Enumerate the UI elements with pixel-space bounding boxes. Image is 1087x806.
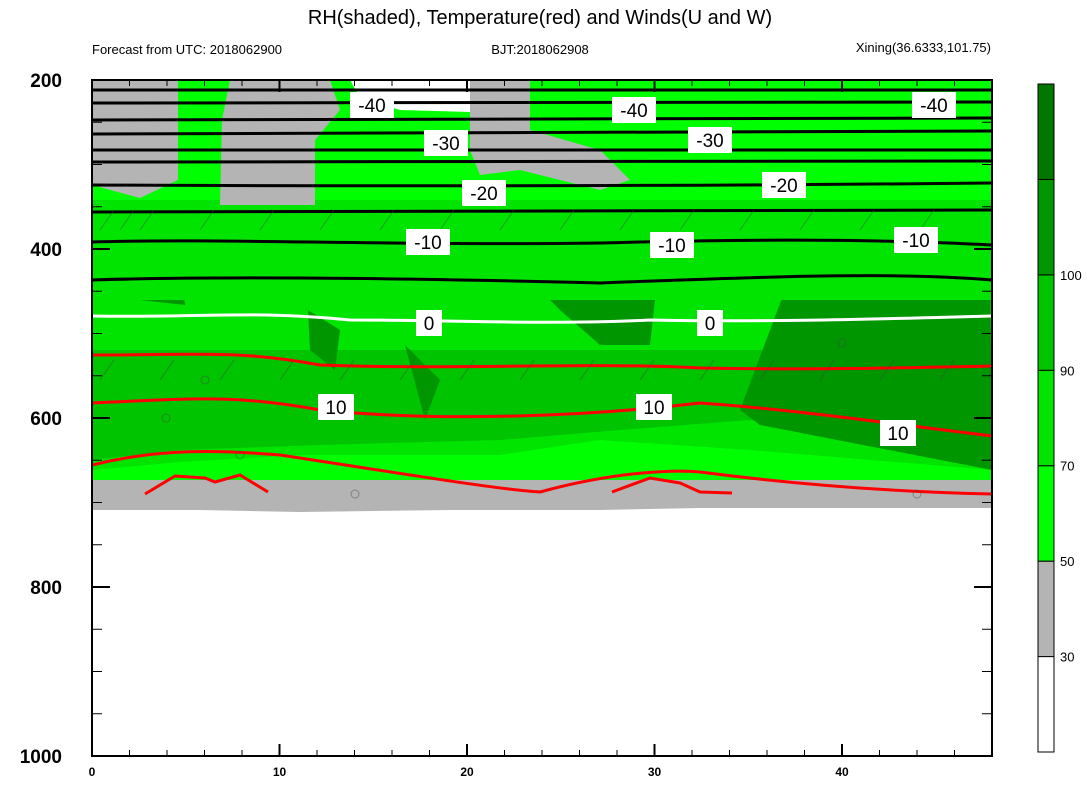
contour-label-minus30-2: -30 xyxy=(688,127,732,153)
svg-text:-10: -10 xyxy=(658,236,685,257)
colorbar-tick-label: 30 xyxy=(1060,650,1074,665)
svg-text:-20: -20 xyxy=(470,184,497,205)
y-tick-label: 400 xyxy=(30,240,62,261)
chart-title: RH(shaded), Temperature(red) and Winds(U… xyxy=(308,7,772,29)
x-tick-label: 0 xyxy=(89,765,96,779)
contour-minus40-d xyxy=(92,129,992,136)
contour-label-minus10-3: -10 xyxy=(894,227,938,253)
rh-patch-gray-left xyxy=(92,80,178,198)
contour-label-plus10-3: 10 xyxy=(880,420,916,446)
y-tick-label: 800 xyxy=(30,578,62,599)
subtitle-center: BJT:2018062908 xyxy=(491,42,589,57)
colorbar-swatch xyxy=(1037,560,1055,658)
contour-minus40-b xyxy=(92,100,992,105)
plot-area: -40 -40 -40 -30 -30 -20 xyxy=(92,80,992,756)
contour-labels: -40 -40 -40 -30 -30 -20 xyxy=(318,92,956,446)
contour-zero xyxy=(92,313,992,324)
colorbar-swatch xyxy=(1037,656,1055,753)
x-tick-label: 30 xyxy=(648,765,662,779)
rh-patch-gray-centerleft xyxy=(220,80,340,205)
contour-label-minus10-2: -10 xyxy=(650,232,694,258)
colorbar: 30 50 70 90 100 xyxy=(1037,83,1082,753)
contour-label-minus40-2: -40 xyxy=(612,97,656,123)
colorbar-swatch xyxy=(1037,369,1055,467)
svg-text:-40: -40 xyxy=(920,96,947,117)
svg-text:-40: -40 xyxy=(358,96,385,117)
contour-label-zero-1: 0 xyxy=(416,310,442,336)
rh-band-gray-surface xyxy=(92,480,992,512)
contour-minus30-b xyxy=(92,159,992,164)
rh-band-upper-green-mid xyxy=(92,200,992,300)
temperature-contours-black xyxy=(92,88,992,285)
svg-text:-10: -10 xyxy=(414,233,441,254)
contour-minus40-c xyxy=(92,116,992,122)
contour-label-minus40-1: -40 xyxy=(350,92,394,118)
svg-text:-20: -20 xyxy=(770,176,797,197)
contour-label-minus10-1: -10 xyxy=(406,229,450,255)
contour-label-minus30-1: -30 xyxy=(424,130,468,156)
contour-label-minus20-1: -20 xyxy=(462,180,506,206)
svg-text:-30: -30 xyxy=(432,134,459,155)
svg-text:-10: -10 xyxy=(902,231,929,252)
contour-label-zero-2: 0 xyxy=(697,310,723,336)
x-tick-label: 40 xyxy=(835,765,849,779)
colorbar-swatch xyxy=(1037,83,1055,180)
colorbar-tick-label: 90 xyxy=(1060,363,1074,378)
svg-text:0: 0 xyxy=(705,314,716,335)
colorbar-tick-label: 70 xyxy=(1060,459,1074,474)
x-tick-label: 10 xyxy=(273,765,287,779)
colorbar-tick-label: 100 xyxy=(1060,268,1082,283)
colorbar-swatch xyxy=(1037,274,1055,371)
y-tick-label: 200 xyxy=(30,71,62,92)
colorbar-swatch xyxy=(1037,465,1055,562)
contour-minus10-b xyxy=(92,274,992,285)
svg-text:0: 0 xyxy=(424,314,435,335)
svg-text:10: 10 xyxy=(887,424,908,445)
subtitle-left: Forecast from UTC: 2018062900 xyxy=(92,42,282,57)
contour-minus20-b xyxy=(92,208,992,214)
y-tick-label: 1000 xyxy=(20,747,62,768)
contour-plus10-d xyxy=(144,473,269,496)
temperature-contours-red xyxy=(92,352,992,496)
rh-patch-90-small xyxy=(308,310,340,370)
svg-text:-40: -40 xyxy=(620,101,647,122)
contour-plus10-b xyxy=(92,397,992,438)
rh-patch-90-right xyxy=(740,250,992,470)
svg-text:10: 10 xyxy=(643,398,664,419)
svg-text:10: 10 xyxy=(325,398,346,419)
y-tick-label: 600 xyxy=(30,409,62,430)
colorbar-tick-label: 50 xyxy=(1060,554,1074,569)
wind-barbs xyxy=(99,209,955,499)
contour-label-plus10-1: 10 xyxy=(318,394,354,420)
contour-label-plus10-2: 10 xyxy=(636,394,672,420)
contour-minus10-a xyxy=(92,238,992,247)
svg-text:-30: -30 xyxy=(696,131,723,152)
contour-plus10-a xyxy=(92,352,992,371)
contour-plus10-c xyxy=(92,449,992,496)
x-tick-label: 20 xyxy=(460,765,474,779)
contour-label-minus40-3: -40 xyxy=(912,92,956,118)
rh-patch-90-drop xyxy=(405,345,440,420)
subtitle-right: Xining(36.6333,101.75) xyxy=(856,40,991,55)
contour-label-minus20-2: -20 xyxy=(762,172,806,198)
colorbar-swatch xyxy=(1037,178,1055,276)
contour-plus10-e xyxy=(611,476,733,495)
